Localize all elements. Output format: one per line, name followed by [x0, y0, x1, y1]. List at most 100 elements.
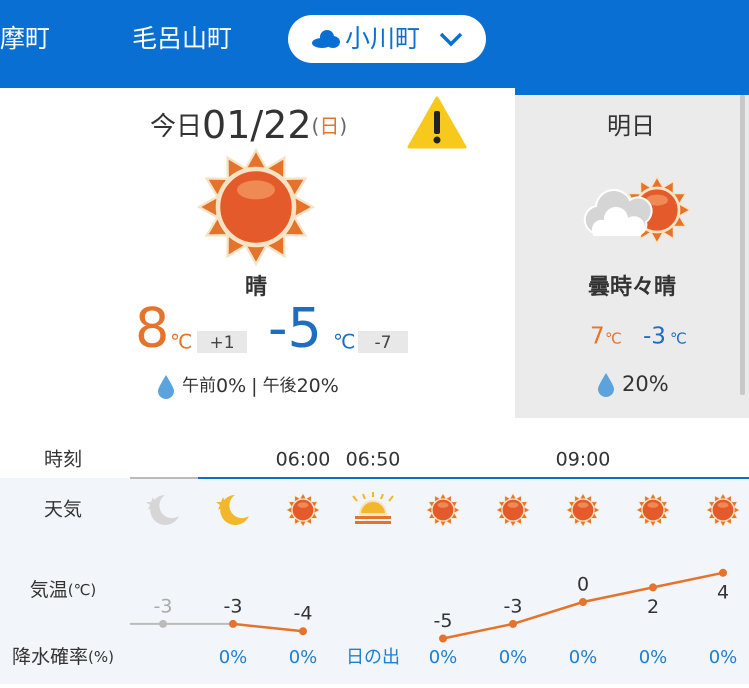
warning-icon[interactable] [407, 96, 467, 149]
sun-body [215, 166, 297, 248]
label: 降水確率 [12, 646, 88, 668]
sun-shine [297, 502, 309, 508]
low-temp: -5 [268, 297, 322, 360]
unit: ℃ [670, 330, 687, 348]
sun-shine [237, 180, 275, 200]
row-label: 天気 [44, 499, 82, 521]
sun-body [711, 498, 735, 522]
sun-shine [646, 194, 668, 206]
diff-box [197, 331, 247, 353]
high-temp: 7 [590, 324, 605, 350]
ray [352, 495, 358, 502]
sun-body [291, 498, 315, 522]
unit: ℃ [605, 330, 622, 348]
low-diff: -7 [375, 333, 392, 353]
precip-label: 0% [499, 647, 528, 668]
date-line: 今日01/22(日) [150, 103, 347, 147]
temp-label: -3 [154, 595, 173, 617]
row-label: 時刻 [44, 449, 82, 471]
dropdown-chevron[interactable] [439, 32, 463, 47]
row-label: 気温(℃) [30, 579, 97, 601]
sun-rays [635, 492, 671, 528]
sun-shine [647, 502, 659, 508]
star [216, 497, 230, 510]
tab[interactable]: 摩町 [0, 24, 50, 53]
sun-icon [285, 492, 321, 528]
sun-icon [565, 492, 601, 528]
tab-selected[interactable] [288, 15, 486, 63]
value: 20% [297, 375, 339, 397]
tomorrow-label: 明日 [607, 112, 655, 140]
temp-point [159, 619, 167, 628]
tab[interactable]: 小川町 [345, 24, 420, 53]
date: 01/22 [202, 103, 312, 147]
high-temp: 8 [135, 297, 169, 360]
separator: | [251, 375, 257, 397]
drop-icon [158, 375, 174, 399]
precip: 20% [622, 372, 669, 396]
precip-label: 0% [429, 647, 458, 668]
sun-body [431, 498, 455, 522]
weekday: 日 [319, 114, 339, 138]
condition: 晴 [245, 274, 267, 300]
sun-icon [196, 147, 316, 267]
bracket: ( [312, 114, 320, 138]
horizon [355, 521, 391, 524]
tab-icon [312, 30, 340, 48]
today-label: 今日 [150, 112, 202, 142]
condition: 曇時々晴 [588, 274, 676, 300]
temp-line [232, 622, 304, 633]
low-temp: -3 [643, 324, 666, 350]
temp-point [579, 598, 587, 606]
tomorrow-panel [515, 95, 749, 418]
temp-point [719, 568, 727, 577]
temp-label: -3 [224, 595, 243, 617]
unit: (%) [88, 648, 114, 666]
temp-label: 2 [647, 596, 659, 618]
star [146, 497, 160, 510]
cloud [591, 206, 645, 236]
label: 午前 [182, 376, 216, 396]
value: 0% [216, 375, 246, 397]
unit: (℃) [68, 581, 97, 599]
sunrise-icon [352, 492, 394, 524]
sun-shine [577, 502, 589, 508]
sun-rays [196, 147, 316, 267]
sun-icon [495, 492, 531, 528]
time-label: 09:00 [556, 449, 611, 471]
unit: ℃ [170, 330, 192, 354]
temp-label: -3 [504, 595, 523, 617]
time-label: 06:50 [346, 449, 401, 471]
temp-point [649, 583, 657, 592]
sun-rays [565, 492, 601, 528]
scrollbar [740, 95, 745, 395]
horizon [355, 516, 391, 519]
diff-box [358, 331, 408, 353]
sun-shine [717, 502, 729, 508]
precip-label: 0% [219, 647, 248, 668]
ray [380, 493, 384, 500]
top-bar-edge [515, 88, 749, 95]
temp-label: -4 [294, 603, 313, 625]
precip-label: 0% [569, 647, 598, 668]
drop-icon [598, 373, 614, 397]
moon-icon [216, 495, 249, 525]
sun-icon [425, 492, 461, 528]
temp-point [439, 634, 447, 643]
precip-label: 0% [709, 647, 738, 668]
bracket: ) [339, 114, 347, 138]
temp-label: 0 [577, 574, 589, 596]
temp-point [299, 627, 307, 636]
precip-label: 0% [289, 647, 318, 668]
label: 午後 [263, 376, 297, 396]
high-diff: +1 [209, 333, 234, 353]
precip-label: 日の出 [346, 647, 400, 668]
tab[interactable]: 毛呂山町 [132, 24, 232, 53]
sun-rays [705, 492, 741, 528]
ray [388, 495, 394, 502]
temp-point [509, 619, 517, 628]
sun-shine [507, 502, 519, 508]
row-label: 降水確率(%) [12, 646, 114, 668]
